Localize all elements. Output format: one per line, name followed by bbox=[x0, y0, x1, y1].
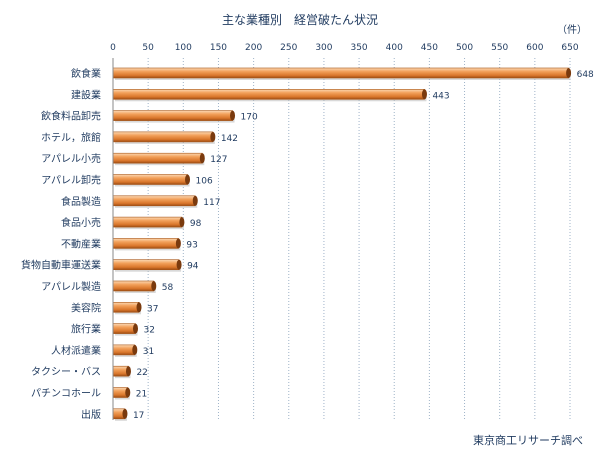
category-label: パチンコホール bbox=[31, 388, 101, 400]
bar bbox=[112, 280, 155, 292]
category-label: 人材派遣業 bbox=[51, 344, 101, 357]
bar-end-cap bbox=[132, 323, 138, 334]
bar-end-cap bbox=[125, 387, 131, 398]
x-tick-label: 0 bbox=[110, 43, 116, 53]
bar bbox=[112, 216, 183, 228]
x-tick-label: 50 bbox=[142, 43, 154, 53]
bar-end-cap bbox=[230, 110, 236, 121]
data-label: 31 bbox=[143, 347, 154, 357]
category-label: 不動産業 bbox=[61, 237, 101, 250]
category-label: ホテル，旅館 bbox=[41, 131, 101, 144]
category-label: 飲食料品卸売 bbox=[41, 110, 101, 123]
bar-end-cap bbox=[421, 89, 427, 100]
data-label: 21 bbox=[136, 390, 147, 400]
category-label: 食品小売 bbox=[61, 216, 101, 229]
data-label: 117 bbox=[203, 198, 220, 208]
data-label: 170 bbox=[241, 113, 258, 123]
bar-end-cap bbox=[136, 302, 142, 313]
data-label: 443 bbox=[432, 91, 449, 101]
x-tick-label: 650 bbox=[561, 43, 578, 53]
category-label: アパレル小売 bbox=[41, 152, 101, 165]
category-label: 飲食業 bbox=[71, 67, 101, 80]
x-tick-label: 450 bbox=[421, 43, 438, 53]
bar bbox=[112, 110, 233, 121]
category-label: アパレル製造 bbox=[41, 280, 101, 293]
category-label: 貨物自動車運送業 bbox=[21, 259, 101, 272]
category-label: 出版 bbox=[81, 408, 101, 421]
bar bbox=[112, 89, 425, 100]
bar-end-cap bbox=[175, 238, 181, 249]
category-label: タクシー・バス bbox=[31, 366, 101, 378]
bar-end-cap bbox=[566, 68, 572, 78]
data-label: 22 bbox=[136, 368, 147, 378]
category-label: アパレル卸売 bbox=[41, 174, 101, 187]
bar bbox=[112, 301, 140, 313]
data-label: 106 bbox=[196, 177, 213, 187]
x-tick-label: 250 bbox=[280, 43, 297, 53]
category-label: 食品製造 bbox=[61, 195, 101, 208]
x-tick-label: 350 bbox=[350, 43, 367, 53]
data-label: 32 bbox=[143, 326, 154, 336]
x-tick-label: 150 bbox=[210, 43, 227, 53]
x-tick-label: 550 bbox=[491, 43, 508, 53]
x-tick-label: 400 bbox=[386, 43, 403, 53]
x-axis-ticks: 0 50 100 150 200 250 300 350 400 450 500 550 600 650 bbox=[110, 43, 579, 53]
data-label: 94 bbox=[187, 262, 199, 272]
data-label: 142 bbox=[221, 134, 238, 144]
bar-end-cap bbox=[210, 131, 216, 142]
category-labels: 飲食業建設業飲食料品卸売ホテル，旅館アパレル小売アパレル卸売食品製造食品小売不動… bbox=[21, 67, 101, 421]
x-tick-label: 500 bbox=[456, 43, 473, 53]
bar-end-cap bbox=[192, 195, 198, 206]
data-label: 37 bbox=[147, 304, 158, 314]
bar-end-cap bbox=[151, 281, 157, 291]
bar bbox=[112, 259, 180, 271]
bar-end-cap bbox=[122, 408, 128, 419]
bar bbox=[112, 67, 569, 79]
data-label: 17 bbox=[133, 411, 144, 421]
bar bbox=[112, 174, 188, 185]
data-label: 93 bbox=[186, 240, 197, 250]
bar-end-cap bbox=[125, 366, 131, 377]
source-note: 東京商工リサーチ調べ bbox=[473, 433, 583, 447]
bar-end-cap bbox=[132, 344, 138, 355]
bar bbox=[112, 238, 179, 249]
bars bbox=[112, 67, 572, 421]
x-tick-label: 200 bbox=[245, 43, 262, 53]
bar-end-cap bbox=[185, 174, 191, 185]
chart-title: 主な業種別 経営破たん状況 bbox=[222, 12, 378, 27]
gridlines bbox=[147, 58, 571, 420]
bar bbox=[112, 131, 214, 143]
bar-end-cap bbox=[176, 259, 182, 270]
x-tick-label: 100 bbox=[175, 43, 192, 53]
data-label: 58 bbox=[162, 283, 174, 293]
data-label: 648 bbox=[577, 70, 594, 80]
bar bbox=[112, 195, 196, 207]
bar bbox=[112, 344, 136, 356]
bar-end-cap bbox=[199, 153, 205, 164]
data-labels: 648 443 170 142 127 106 117 98 93 94 58 37 32 31 22 21 1… bbox=[133, 70, 594, 421]
bar bbox=[112, 152, 203, 164]
bar-end-cap bbox=[179, 217, 185, 228]
x-tick-label: 600 bbox=[526, 43, 543, 53]
category-label: 美容院 bbox=[71, 301, 101, 314]
x-tick-label: 300 bbox=[315, 43, 332, 53]
category-label: 建設業 bbox=[71, 88, 101, 101]
unit-label: （件） bbox=[557, 24, 587, 36]
data-label: 98 bbox=[190, 219, 202, 229]
category-label: 旅行業 bbox=[71, 323, 101, 336]
data-label: 127 bbox=[210, 155, 227, 165]
bar bbox=[112, 323, 136, 334]
